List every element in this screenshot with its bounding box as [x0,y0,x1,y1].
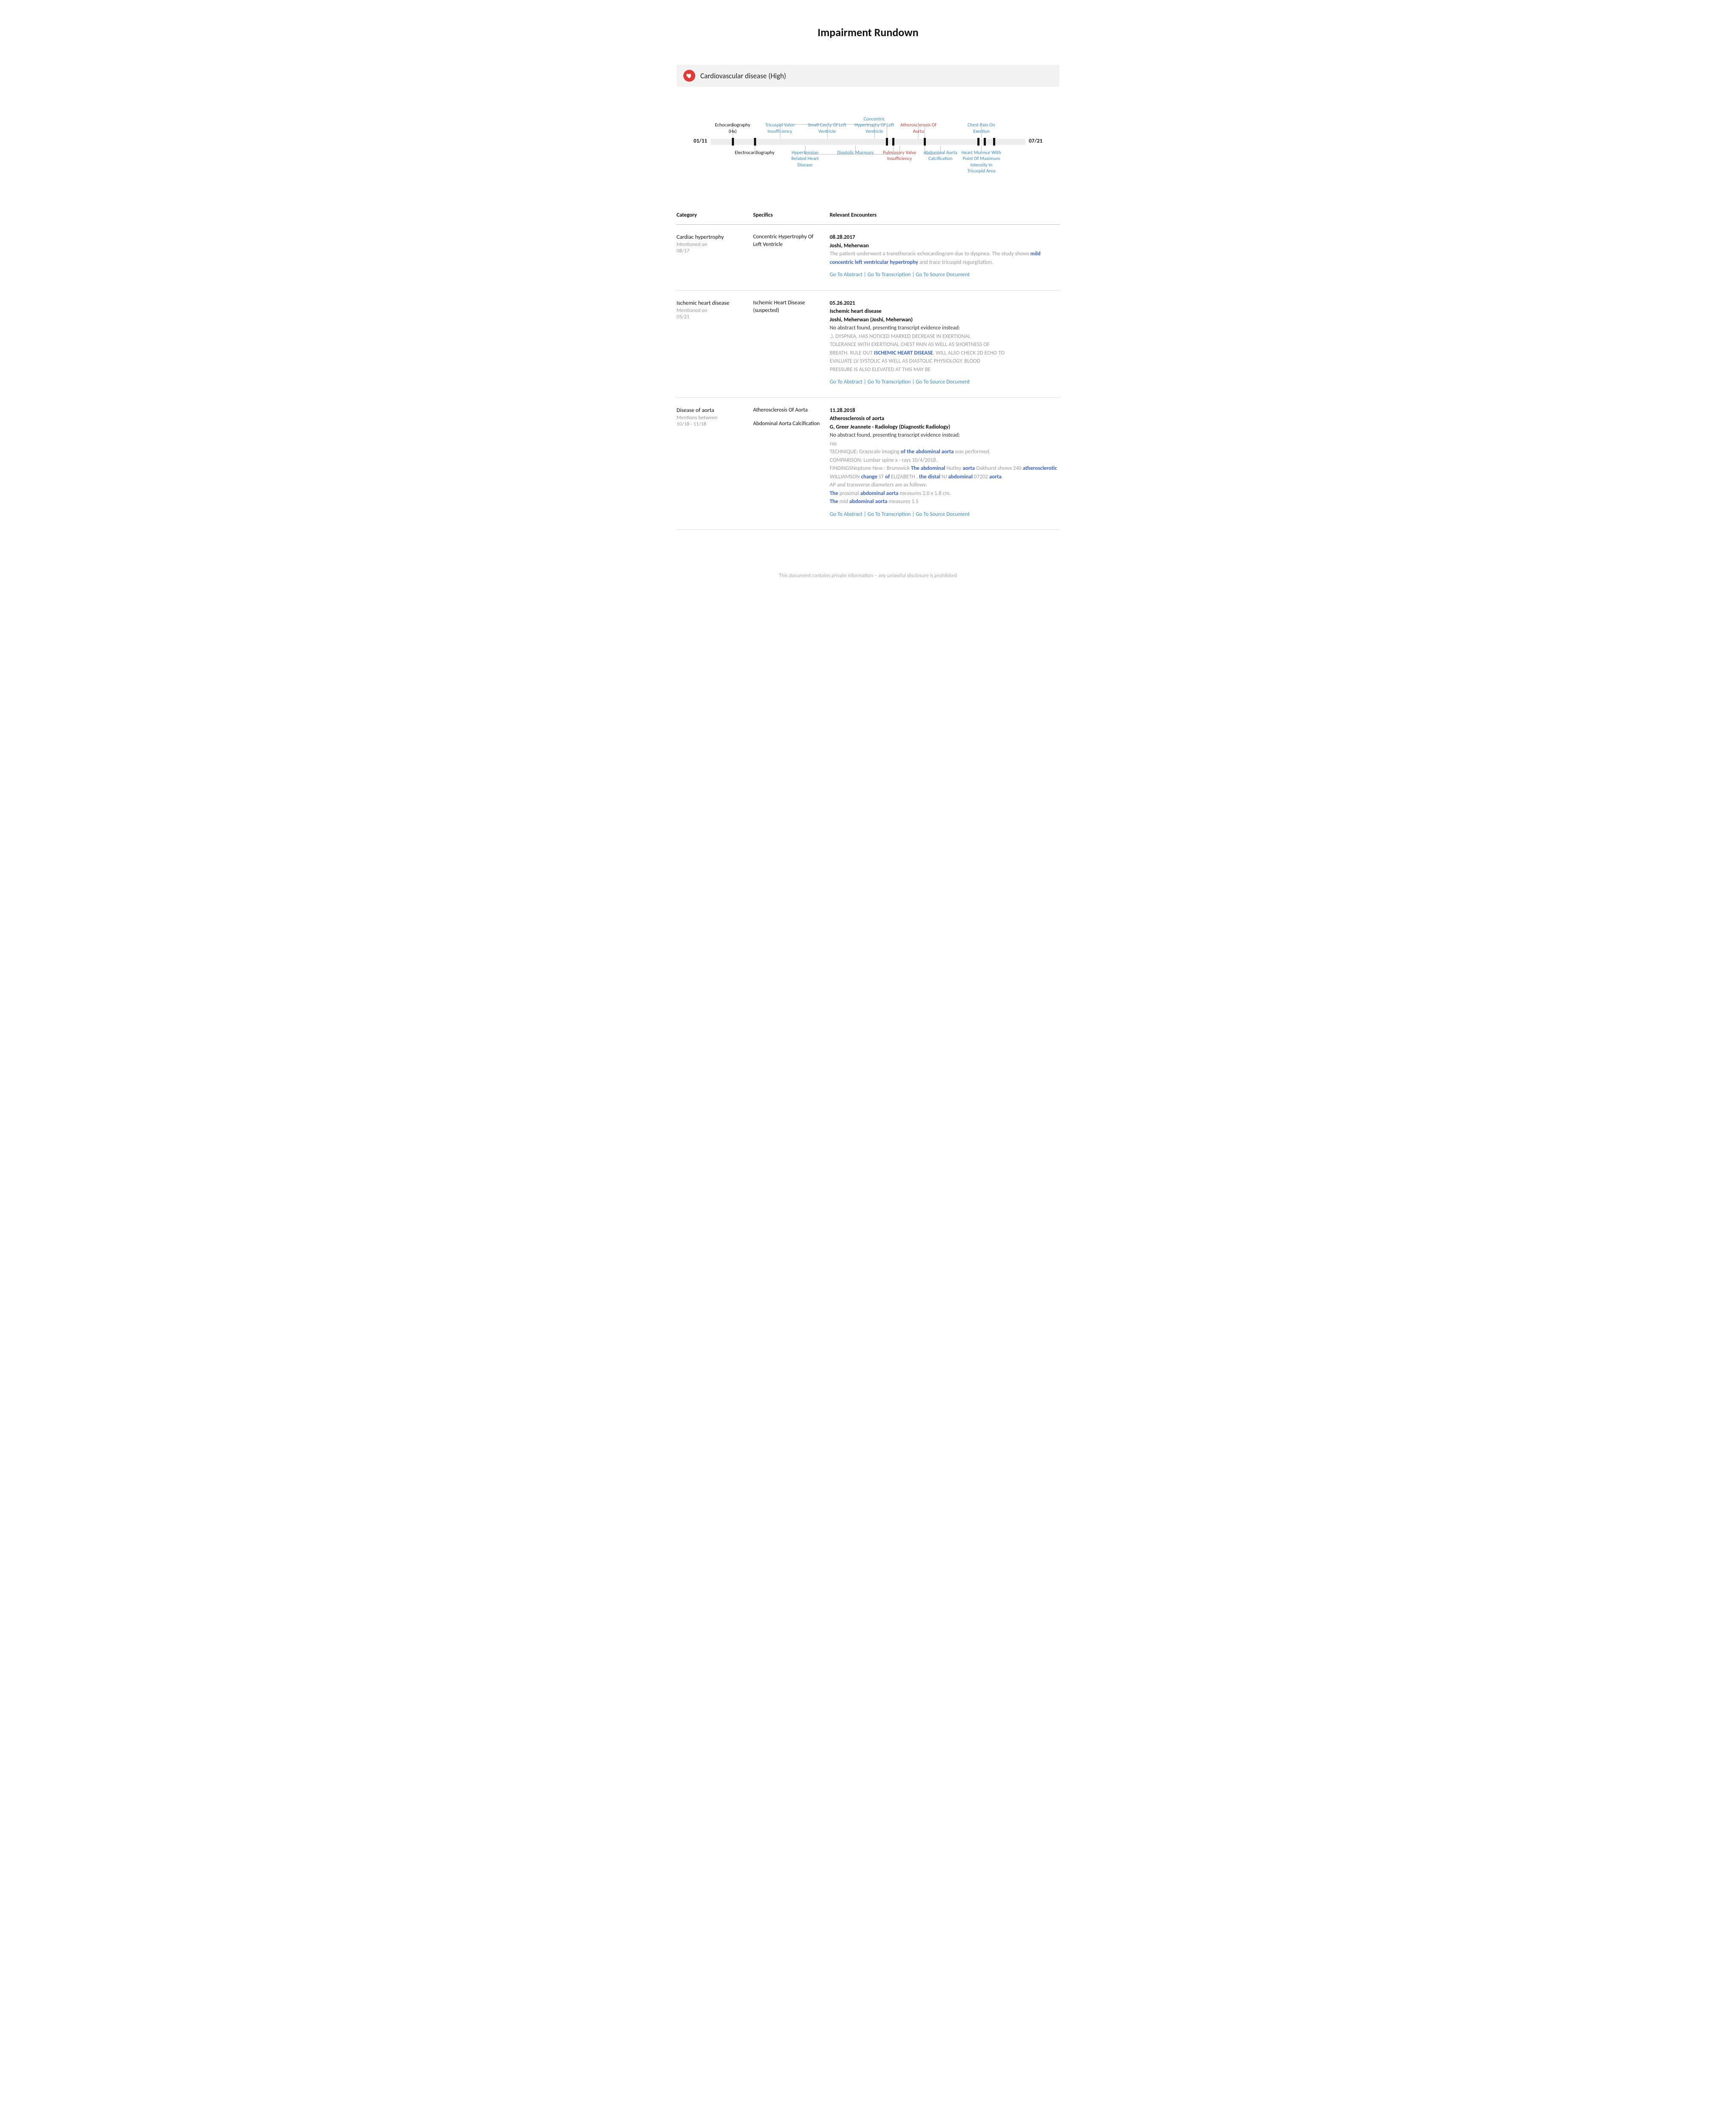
timeline-connector [855,146,856,154]
encounter-nav: Go To Abstract | Go To Transcription | G… [830,378,1059,386]
timeline-tick [924,138,926,146]
category-title: Disease of aorta [677,406,745,414]
table-row: Ischemic heart diseaseMentioned on05/21 I… [677,291,1059,398]
timeline: 01/11 07/21 Echocardiography(Hx)Tricuspi… [677,100,1059,185]
table-row: Cardiac hypertrophyMentioned on08/17 Conc… [677,225,1059,291]
timeline-tick [892,138,894,146]
category-title: Cardiac hypertrophy [677,233,745,240]
category-subtitle: Mentions between10/18 - 11/18 [677,415,745,427]
timeline-tick [993,138,995,146]
section-title: Cardiovascular disease (High) [700,72,786,80]
page-title: Impairment Rundown [677,26,1059,39]
go-to-source-link[interactable]: Go To Source Document [916,379,970,385]
encounter-cell: 08.28.2017Joshi, MeherwanThe patient und… [830,233,1059,279]
category-title: Ischemic heart disease [677,299,745,306]
timeline-connector [940,146,941,154]
section-header: Cardiovascular disease (High) [677,65,1059,87]
encounter-nav: Go To Abstract | Go To Transcription | G… [830,271,1059,279]
timeline-tick [754,138,756,146]
timeline-tick [984,138,986,146]
go-to-abstract-link[interactable]: Go To Abstract [830,272,862,278]
go-to-abstract-link[interactable]: Go To Abstract [830,379,862,385]
timeline-connector [918,124,925,125]
timeline-end-label: 07/21 [1029,138,1042,144]
timeline-tick [977,138,979,146]
go-to-transcription-link[interactable]: Go To Transcription [868,272,911,278]
col-header-encounters: Relevant Encounters [830,212,1059,218]
go-to-transcription-link[interactable]: Go To Transcription [868,379,911,385]
col-header-specifics: Specifics [753,212,821,218]
go-to-source-link[interactable]: Go To Source Document [916,272,970,278]
encounter-cell: 11.28.2018Atherosclerosis of aortaG, Gre… [830,406,1059,519]
timeline-connector [918,124,919,138]
timeline-tick [732,138,734,146]
timeline-connector [827,124,828,138]
go-to-source-link[interactable]: Go To Source Document [916,511,970,518]
encounter-cell: 05.26.2021Ischemic heart diseaseJoshi, M… [830,299,1059,386]
col-header-category: Category [677,212,745,218]
specifics-cell: Atherosclerosis Of AortaAbdominal Aorta … [753,406,821,519]
heart-icon [683,70,695,82]
category-subtitle: Mentioned on05/21 [677,307,745,320]
specifics-cell: Concentric Hypertrophy Of Left Ventricle [753,233,821,279]
impairment-table: Category Specifics Relevant Encounters C… [677,206,1059,530]
encounter-nav: Go To Abstract | Go To Transcription | G… [830,510,1059,519]
go-to-abstract-link[interactable]: Go To Abstract [830,511,862,518]
timeline-connector [981,146,982,154]
category-subtitle: Mentioned on08/17 [677,241,745,254]
timeline-connector [893,146,894,154]
timeline-tick [886,138,888,146]
timeline-connector [874,124,875,138]
timeline-connector [874,124,887,125]
timeline-connector [981,124,982,138]
footer-disclaimer: This document contains private informati… [677,572,1059,579]
table-header-row: Category Specifics Relevant Encounters [677,206,1059,225]
timeline-connector [899,146,900,154]
go-to-transcription-link[interactable]: Go To Transcription [868,511,911,518]
specifics-cell: Ischemic Heart Disease (suspected) [753,299,821,386]
timeline-start-label: 01/11 [694,138,707,144]
table-row: Disease of aortaMentions between10/18 - … [677,398,1059,530]
